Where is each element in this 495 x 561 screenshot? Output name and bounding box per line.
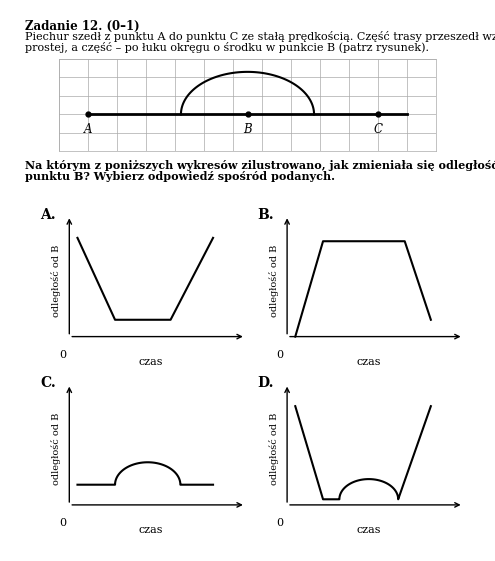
- Text: C: C: [373, 123, 382, 136]
- Text: odległość od B: odległość od B: [269, 412, 279, 485]
- Text: odległość od B: odległość od B: [51, 412, 61, 485]
- Text: prostej, a część – po łuku okręgu o środku w punkcie B (patrz rysunek).: prostej, a część – po łuku okręgu o środ…: [25, 42, 429, 53]
- Text: A: A: [84, 123, 93, 136]
- Text: C.: C.: [40, 376, 55, 390]
- Text: 0: 0: [277, 350, 284, 360]
- Text: Piechur szedł z punktu A do punktu C ze stałą prędkością. Część trasy przeszedł : Piechur szedł z punktu A do punktu C ze …: [25, 31, 495, 42]
- Text: czas: czas: [139, 357, 163, 367]
- Text: Zadanie 12. (0–1): Zadanie 12. (0–1): [25, 20, 140, 33]
- Text: Na którym z poniższych wykresów zilustrowano, jak zmieniała się odległość piechu: Na którym z poniższych wykresów zilustro…: [25, 160, 495, 171]
- Text: B.: B.: [258, 208, 274, 222]
- Text: czas: czas: [356, 357, 381, 367]
- Text: 0: 0: [277, 518, 284, 528]
- Text: odległość od B: odległość od B: [51, 244, 61, 317]
- Text: 0: 0: [59, 518, 66, 528]
- Text: czas: czas: [139, 525, 163, 535]
- Text: 0: 0: [59, 350, 66, 360]
- Text: odległość od B: odległość od B: [269, 244, 279, 317]
- Text: D.: D.: [258, 376, 274, 390]
- Text: A.: A.: [40, 208, 55, 222]
- Text: punktu B? Wybierz odpowiedź spośród podanych.: punktu B? Wybierz odpowiedź spośród poda…: [25, 171, 335, 182]
- Text: B: B: [243, 123, 252, 136]
- Text: czas: czas: [356, 525, 381, 535]
